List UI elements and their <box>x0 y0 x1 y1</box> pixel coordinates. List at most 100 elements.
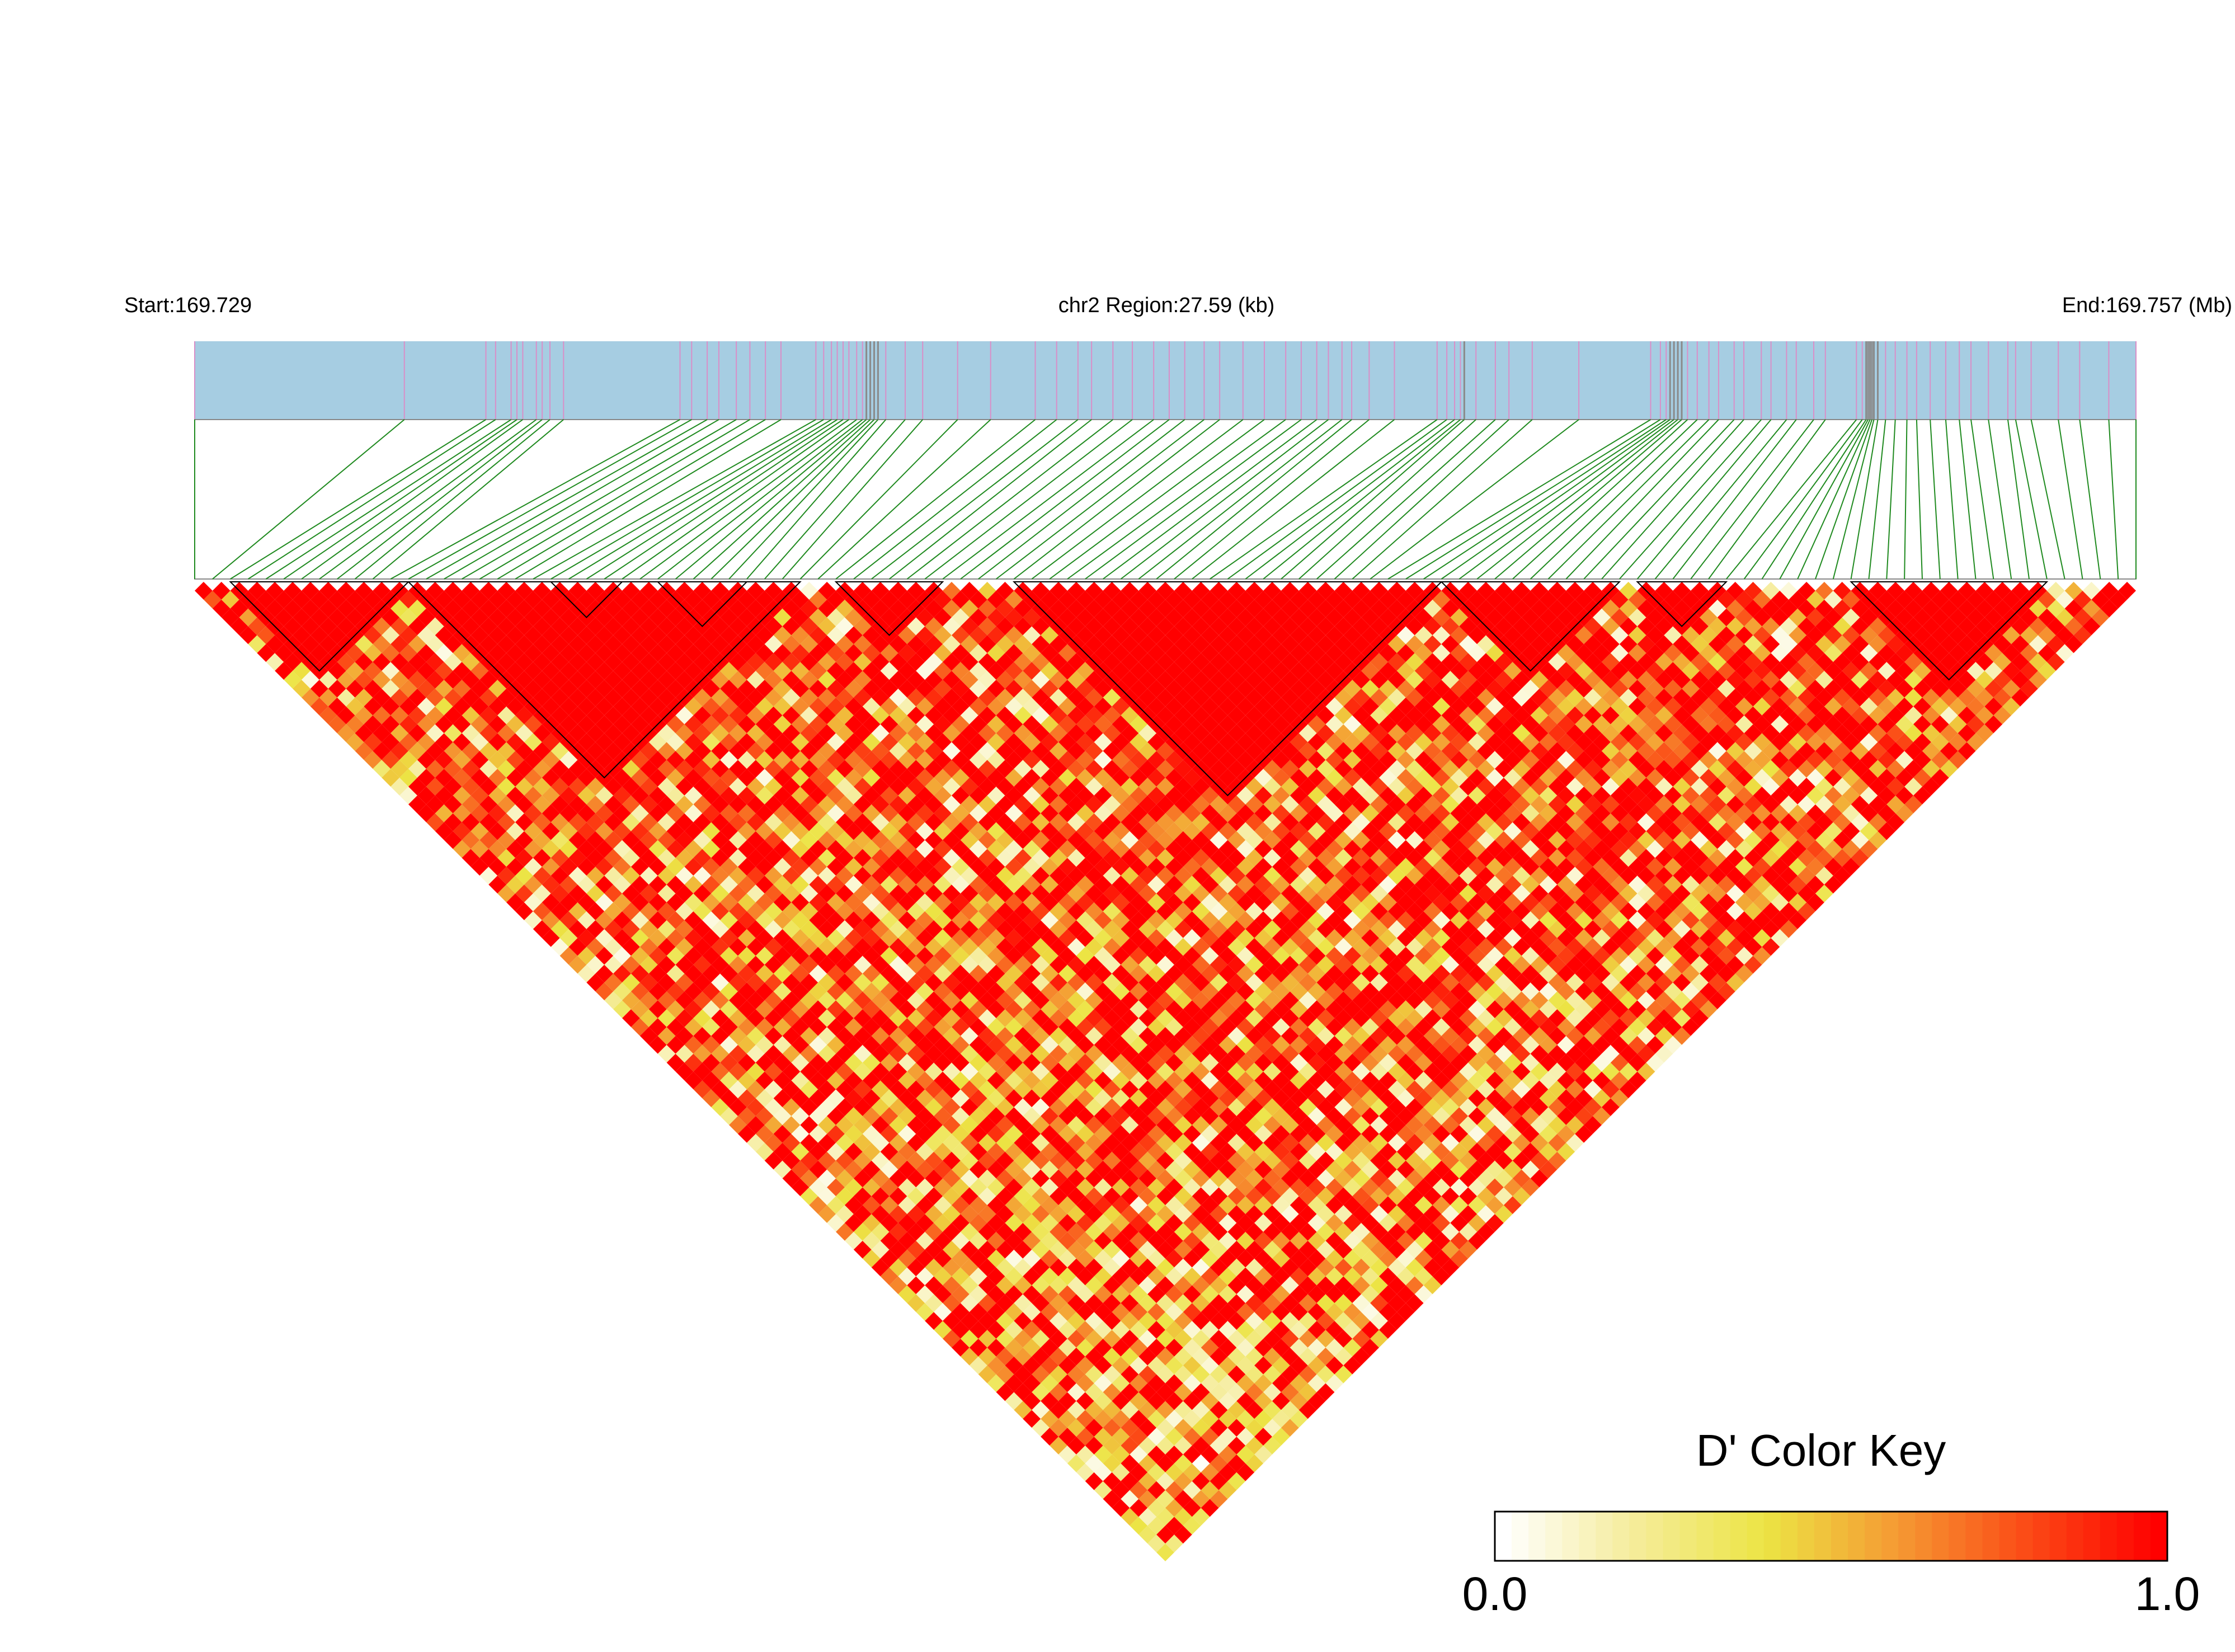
ld-cell <box>542 662 560 680</box>
ld-cell <box>1121 1223 1139 1241</box>
ld-cell <box>248 582 266 600</box>
ld-cell <box>319 689 337 707</box>
ld-cell <box>791 858 810 876</box>
ld-cell <box>853 1133 872 1152</box>
ld-cell <box>836 1098 854 1117</box>
ld-cell <box>533 671 551 689</box>
ld-cell <box>1076 1124 1094 1143</box>
ld-cell <box>462 724 480 742</box>
ld-cell <box>809 858 827 876</box>
ld-cell <box>542 590 560 609</box>
ld-cell <box>355 582 373 600</box>
ld-cell <box>702 1000 721 1018</box>
ld-cell <box>470 608 489 627</box>
ld-cell <box>657 1009 676 1027</box>
ld-cell <box>960 1276 978 1295</box>
ld-cell <box>657 813 676 831</box>
ld-cell <box>675 1009 694 1027</box>
ld-cell <box>1005 1303 1023 1321</box>
ld-cell <box>702 804 721 822</box>
ld-cell <box>1121 1347 1139 1366</box>
ld-cell <box>1094 1463 1112 1481</box>
ld-cell <box>497 867 516 885</box>
ld-cell <box>453 590 471 609</box>
ld-cell <box>488 751 507 769</box>
ld-cell <box>470 680 489 698</box>
ld-cell <box>506 590 524 609</box>
ld-cell <box>943 1009 961 1027</box>
ld-cell <box>515 635 533 653</box>
ld-cell <box>764 813 783 831</box>
ld-cell <box>702 1036 721 1054</box>
ld-cell <box>542 680 560 698</box>
ld-cell <box>1076 1285 1094 1303</box>
ld-cell <box>533 813 551 831</box>
ld-cell <box>1121 1490 1139 1508</box>
ld-cell <box>408 778 426 796</box>
ld-cell <box>764 902 783 920</box>
ld-cell <box>675 849 694 867</box>
ld-cell <box>1121 1258 1139 1277</box>
ld-cell <box>488 858 507 876</box>
ld-cell <box>426 724 444 742</box>
ld-cell <box>1050 1312 1067 1330</box>
ld-cell <box>364 751 382 769</box>
snp-connector <box>1708 419 1826 580</box>
ld-cell <box>470 858 489 876</box>
ld-cell <box>657 724 676 742</box>
ld-cell <box>408 635 426 653</box>
ld-cell <box>657 920 676 938</box>
ld-cell <box>657 796 676 813</box>
ld-cell <box>613 822 631 840</box>
ld-cell <box>916 1053 934 1072</box>
ld-cell <box>853 1169 872 1188</box>
ld-heatmap <box>195 582 2136 1561</box>
snp-connector <box>1601 419 1744 580</box>
ld-cell <box>1121 1312 1139 1330</box>
ld-cell <box>542 893 560 911</box>
ld-cell <box>533 867 551 885</box>
ld-cell <box>898 1036 916 1054</box>
ld-cell <box>533 849 551 867</box>
ld-cell <box>382 751 400 769</box>
ld-cell <box>1032 1365 1050 1383</box>
ld-cell <box>302 599 319 618</box>
ld-cell <box>408 760 426 778</box>
snp-connector <box>693 419 871 580</box>
ld-cell <box>1094 1178 1112 1197</box>
snp-connector <box>462 419 737 580</box>
ld-cell <box>702 751 721 769</box>
ld-cell <box>355 635 373 653</box>
ld-cell <box>310 680 328 698</box>
ld-cell <box>720 876 738 894</box>
ld-cell <box>488 590 507 609</box>
ld-cell <box>836 1027 854 1045</box>
snp-connector <box>1945 419 1959 580</box>
ld-cell <box>1121 1187 1139 1206</box>
ld-cell <box>630 680 649 698</box>
ld-cell <box>943 1223 961 1241</box>
ld-cell <box>720 893 738 911</box>
ld-cell <box>542 787 560 804</box>
ld-cell <box>1050 1240 1067 1259</box>
ld-cell <box>1130 1231 1148 1250</box>
ld-cell <box>720 982 738 1001</box>
ld-cell <box>497 778 516 796</box>
ld-cell <box>1094 1338 1112 1357</box>
ld-cell <box>542 858 560 876</box>
ld-cell <box>568 831 587 849</box>
ld-cell <box>568 778 587 796</box>
ld-cell <box>364 644 382 662</box>
snp-connector <box>1387 419 1651 580</box>
snp-connector <box>1423 419 1667 580</box>
ld-cell <box>399 697 417 716</box>
ld-cell <box>987 1267 1005 1286</box>
ld-cell <box>630 858 649 876</box>
ld-cell <box>746 1098 765 1117</box>
ld-cell <box>319 582 337 600</box>
start-label: Start:169.729 <box>124 294 252 317</box>
ld-cell <box>488 715 507 733</box>
ld-cell <box>444 760 462 778</box>
ld-cell <box>675 867 694 885</box>
ld-cell <box>1174 1294 1192 1312</box>
